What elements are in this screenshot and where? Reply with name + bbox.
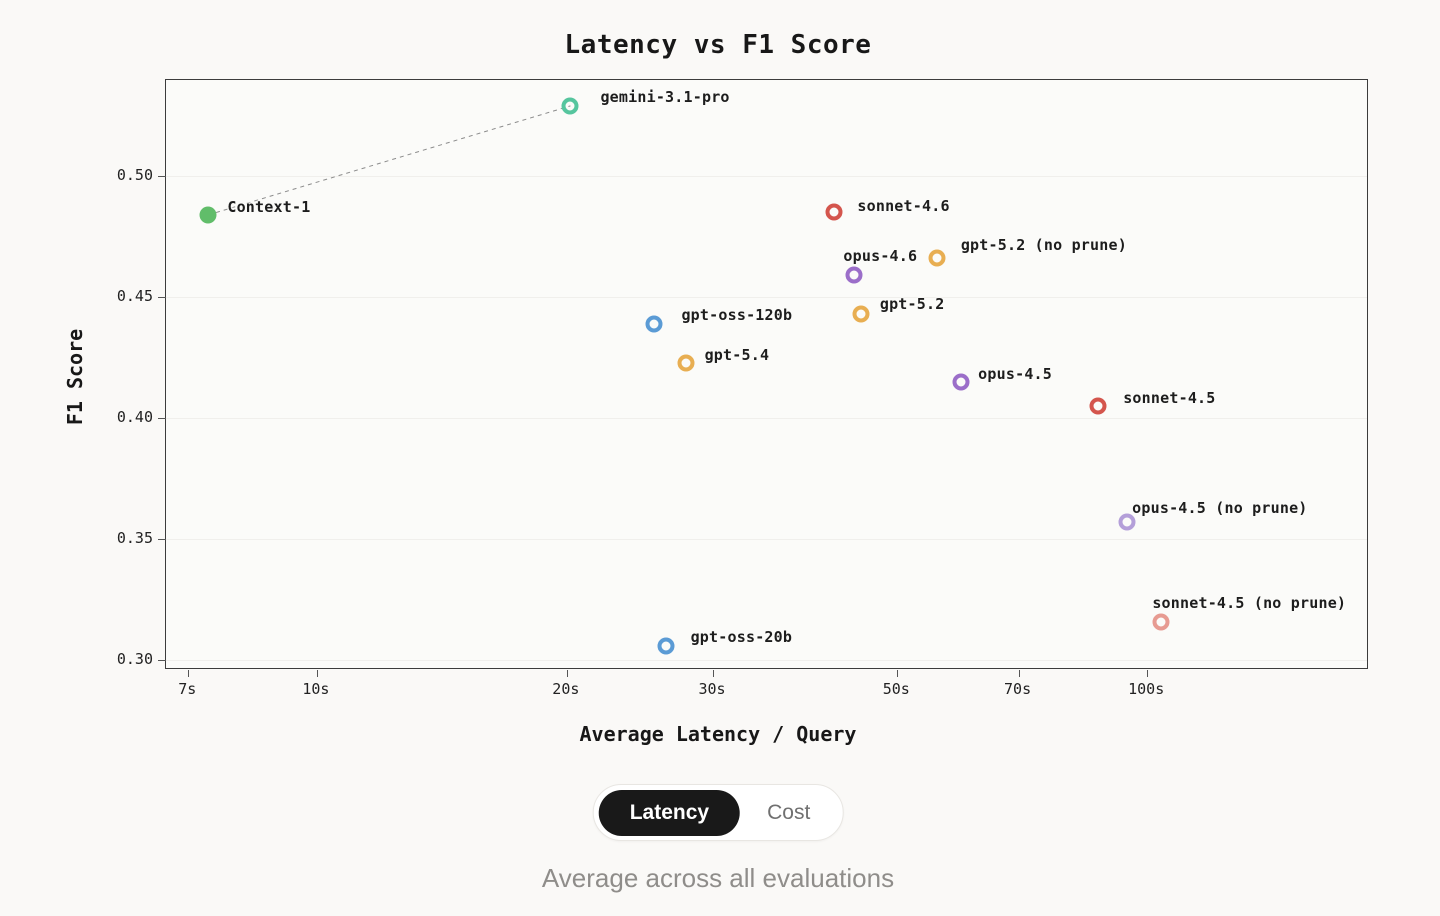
- x-tick-mark: [566, 670, 568, 677]
- data-point-label: gpt-5.2 (no prune): [960, 236, 1127, 255]
- x-tick-mark: [1147, 670, 1149, 677]
- y-tick-label: 0.45: [116, 287, 153, 306]
- x-tick-mark: [713, 670, 715, 677]
- data-point-label: sonnet-4.6: [857, 197, 950, 216]
- y-tick-mark: [158, 176, 166, 178]
- y-gridline: [166, 418, 1367, 420]
- data-point[interactable]: [199, 206, 217, 224]
- x-tick-label: 30s: [698, 680, 726, 698]
- y-tick-label: 0.40: [116, 408, 153, 427]
- data-point-label: gpt-5.2: [879, 295, 945, 314]
- data-point-label: opus-4.6: [843, 247, 918, 266]
- x-tick-label: 100s: [1128, 680, 1165, 698]
- y-tick-mark: [158, 297, 166, 299]
- data-point[interactable]: [657, 637, 675, 655]
- x-tick-mark: [188, 670, 190, 677]
- data-point[interactable]: [645, 315, 663, 333]
- x-tick-label: 10s: [302, 680, 330, 698]
- chart-title: Latency vs F1 Score: [564, 30, 872, 60]
- data-point[interactable]: [952, 373, 970, 391]
- connector-line: [208, 105, 571, 216]
- x-tick-mark: [1018, 670, 1020, 677]
- y-gridline: [166, 297, 1367, 299]
- data-point[interactable]: [677, 354, 695, 372]
- y-gridline: [166, 660, 1367, 662]
- y-tick-label: 0.35: [116, 529, 153, 548]
- data-point[interactable]: [1152, 613, 1170, 631]
- cost-toggle-button[interactable]: Cost: [740, 790, 837, 836]
- y-gridline: [166, 539, 1367, 541]
- data-point[interactable]: [928, 249, 946, 267]
- x-tick-label: 50s: [882, 680, 910, 698]
- data-point[interactable]: [845, 266, 863, 284]
- plot-area: Context-1 gemini-3.1-pro sonnet-4.6 opus-4.…: [158, 79, 1368, 677]
- x-tick-label: 7s: [178, 680, 197, 698]
- data-point[interactable]: [561, 97, 579, 115]
- data-point[interactable]: [852, 305, 870, 323]
- x-tick-mark: [897, 670, 899, 677]
- data-point-label: sonnet-4.5 (no prune): [1152, 593, 1347, 612]
- y-tick-mark: [158, 660, 166, 662]
- y-tick-label: 0.50: [116, 166, 153, 185]
- footer-caption: Average across all evaluations: [541, 863, 895, 893]
- y-axis-label: F1 Score: [63, 328, 87, 426]
- data-point[interactable]: [825, 203, 843, 221]
- x-tick-mark: [316, 670, 318, 677]
- x-tick-label: 20s: [552, 680, 580, 698]
- data-point-label: gpt-5.4: [704, 345, 770, 364]
- data-point-label: gpt-oss-20b: [690, 627, 793, 646]
- data-point[interactable]: [1089, 397, 1107, 415]
- data-point[interactable]: [1118, 513, 1136, 531]
- x-axis-label: Average Latency / Query: [579, 722, 857, 746]
- latency-toggle-button[interactable]: Latency: [598, 789, 741, 836]
- metric-toggle: Latency Cost: [592, 784, 844, 841]
- x-tick-label: 70s: [1004, 680, 1032, 698]
- y-tick-mark: [158, 539, 166, 541]
- data-point-label: sonnet-4.5: [1123, 389, 1216, 408]
- y-tick-mark: [158, 418, 166, 420]
- data-point-label: Context-1: [227, 197, 311, 216]
- data-point-label: gpt-oss-120b: [681, 305, 793, 324]
- data-point-label: opus-4.5 (no prune): [1132, 499, 1308, 518]
- y-gridline: [166, 176, 1367, 178]
- data-point-label: gemini-3.1-pro: [600, 87, 730, 106]
- y-tick-label: 0.30: [116, 650, 153, 669]
- data-point-label: opus-4.5: [978, 364, 1053, 383]
